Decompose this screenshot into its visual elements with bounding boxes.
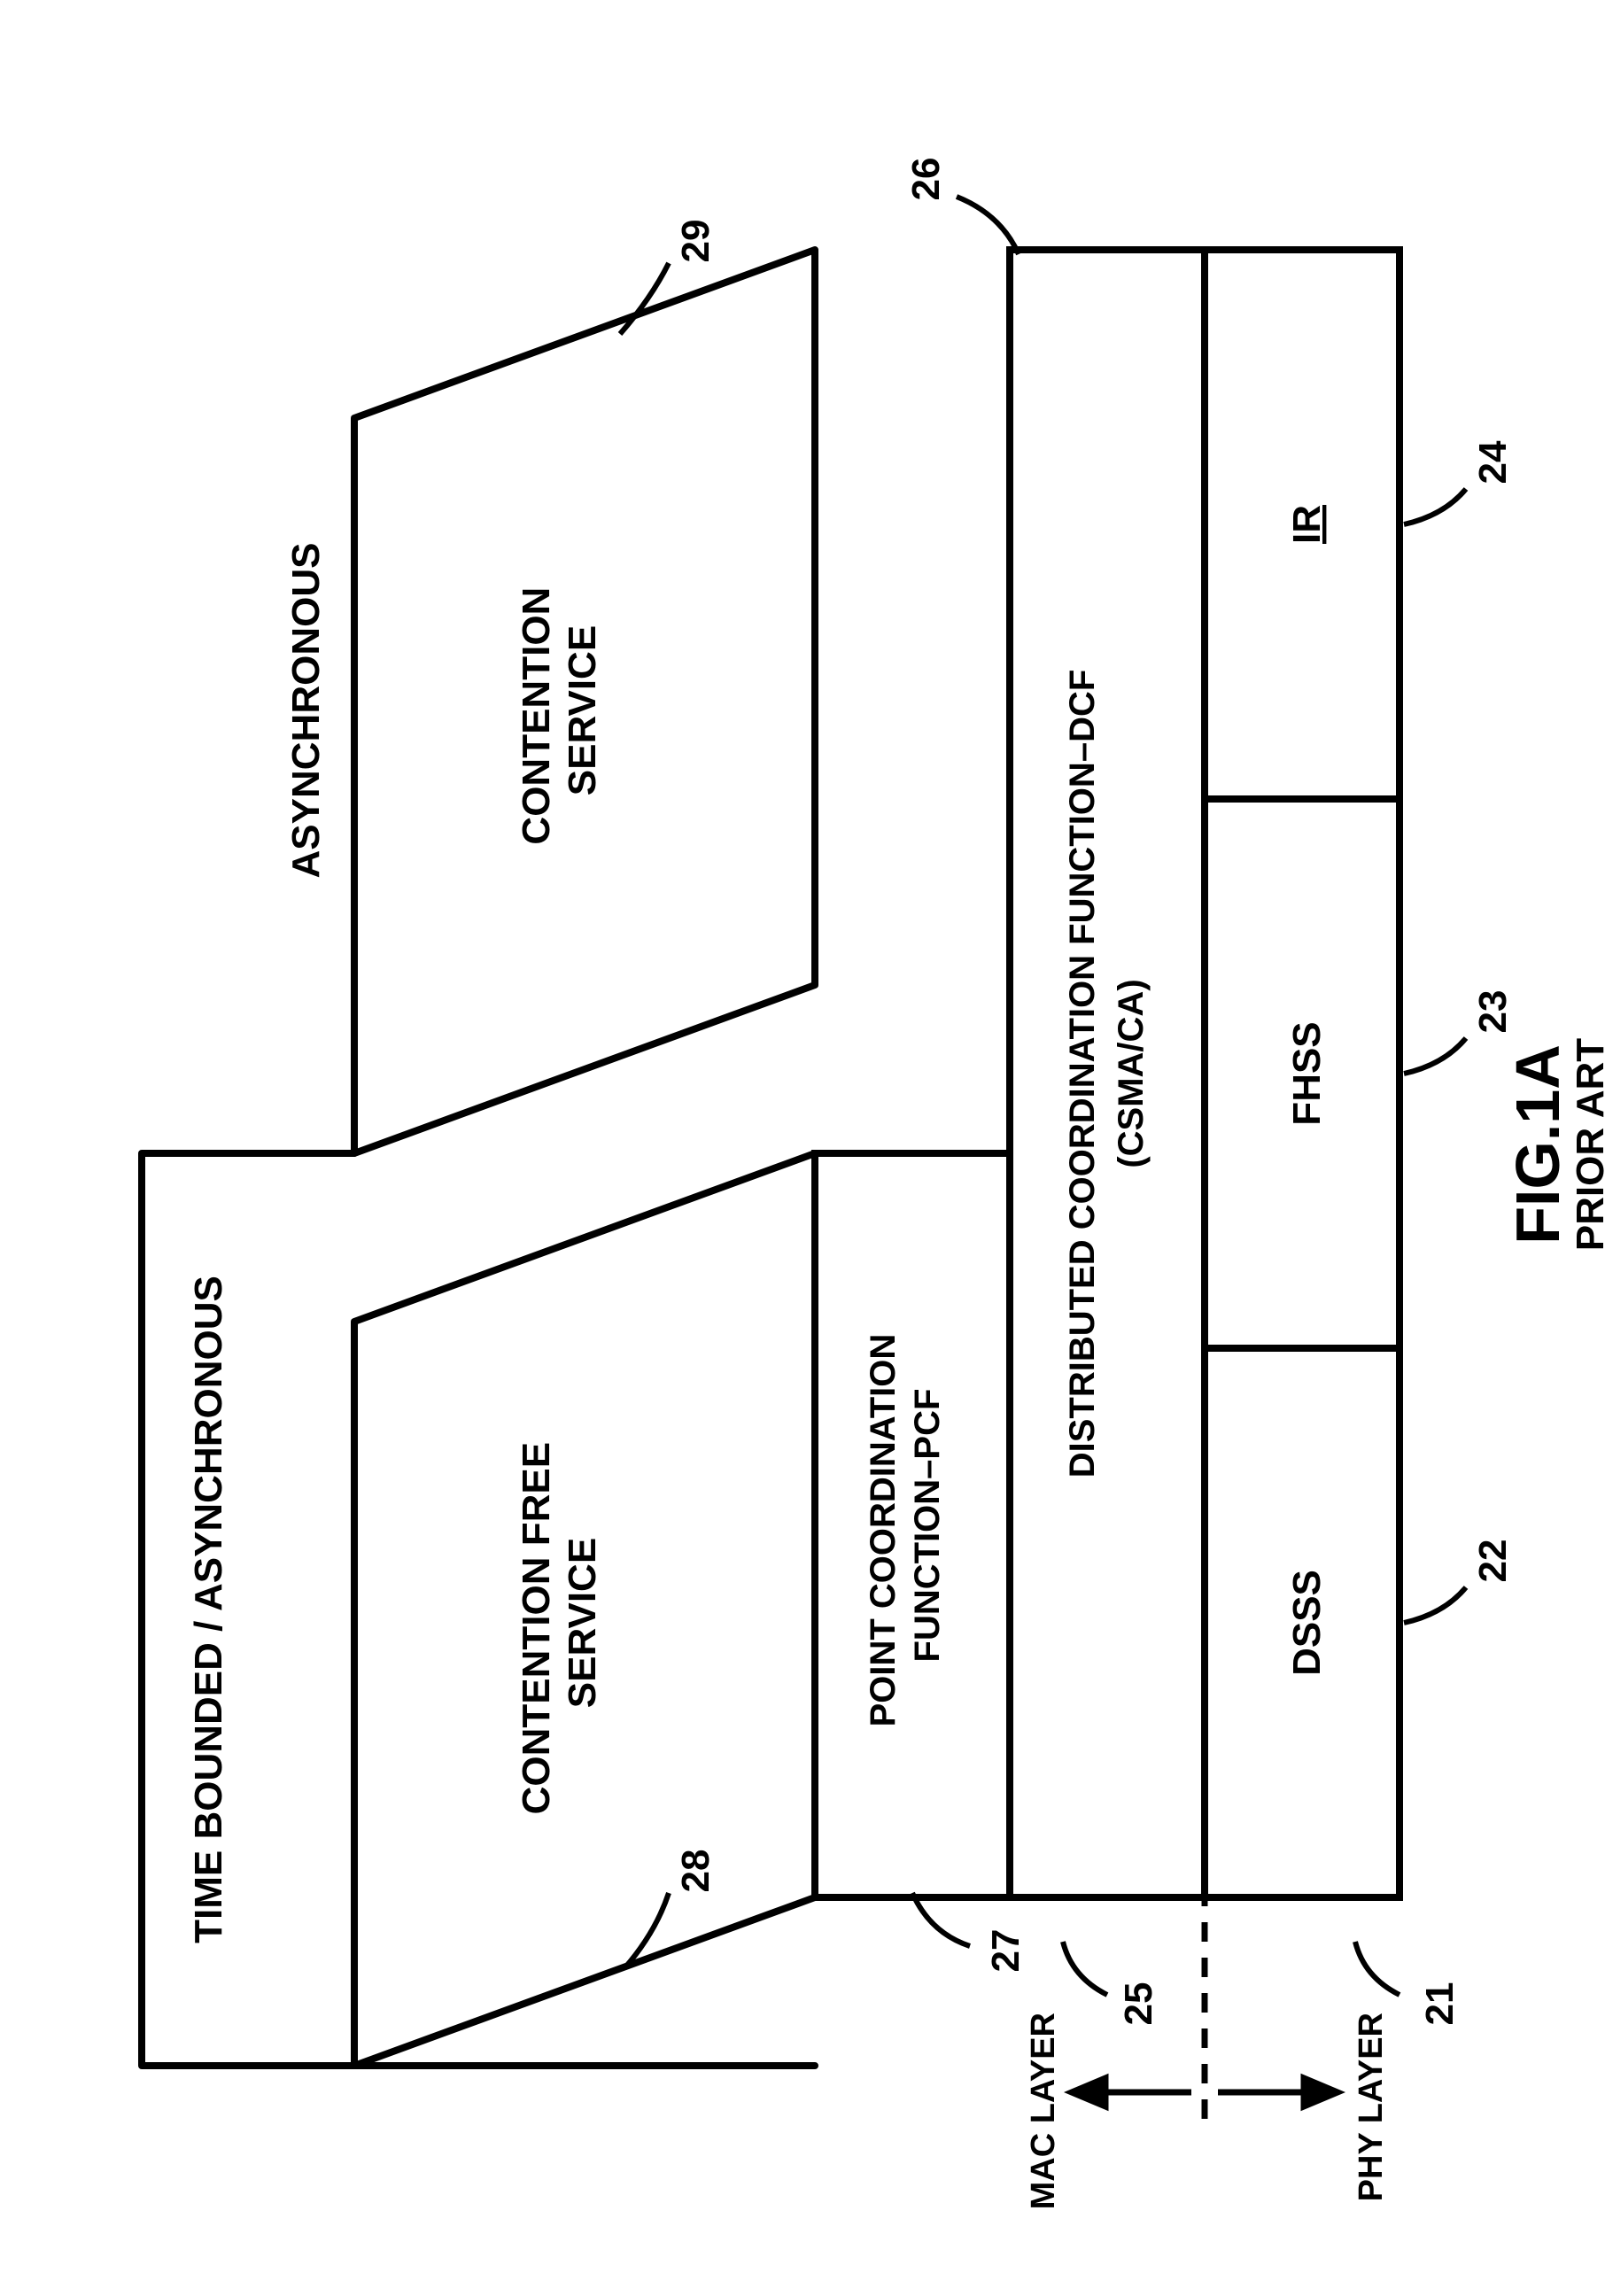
ref-25: 25 [1117,1982,1160,2026]
dcf-label-1: DISTRIBUTED COORDINATION FUNCTION–DCF [1063,670,1102,1478]
header-left: TIME BOUNDED / ASYNCHRONOUS [187,1276,230,1943]
dcf-label-2: (CSMA/CA) [1112,979,1151,1167]
header-right: ASYNCHRONOUS [284,543,328,879]
phy-layer-label: PHY LAYER [1353,2013,1390,2201]
ref-21: 21 [1418,1982,1462,2026]
ref-22: 22 [1471,1540,1515,1583]
mac-layer-label: MAC LAYER [1025,2013,1062,2209]
phy-dsss: DSSS [1285,1570,1329,1676]
ref-28: 28 [674,1850,717,1893]
figure-title: FIG.1A [1503,1044,1572,1245]
pcf-label: POINT COORDINATION FUNCTION–PCF [864,1324,947,1727]
diagram-canvas: TIME BOUNDED / ASYNCHRONOUS ASYNCHRONOUS… [0,0,1605,2296]
ref-24: 24 [1471,440,1515,484]
ref-26: 26 [904,158,948,201]
figure-subtitle: PRIOR ART [1569,1038,1605,1251]
ref-23: 23 [1471,990,1515,1034]
phy-fhss: FHSS [1285,1021,1329,1125]
service-right: CONTENTION SERVICE [515,576,604,844]
service-left: CONTENTION FREE SERVICE [515,1431,604,1815]
ref-29: 29 [674,220,717,263]
phy-ir: IR [1285,505,1329,544]
diagram-svg: TIME BOUNDED / ASYNCHRONOUS ASYNCHRONOUS… [0,0,1605,2296]
ref-27: 27 [984,1929,1027,1973]
